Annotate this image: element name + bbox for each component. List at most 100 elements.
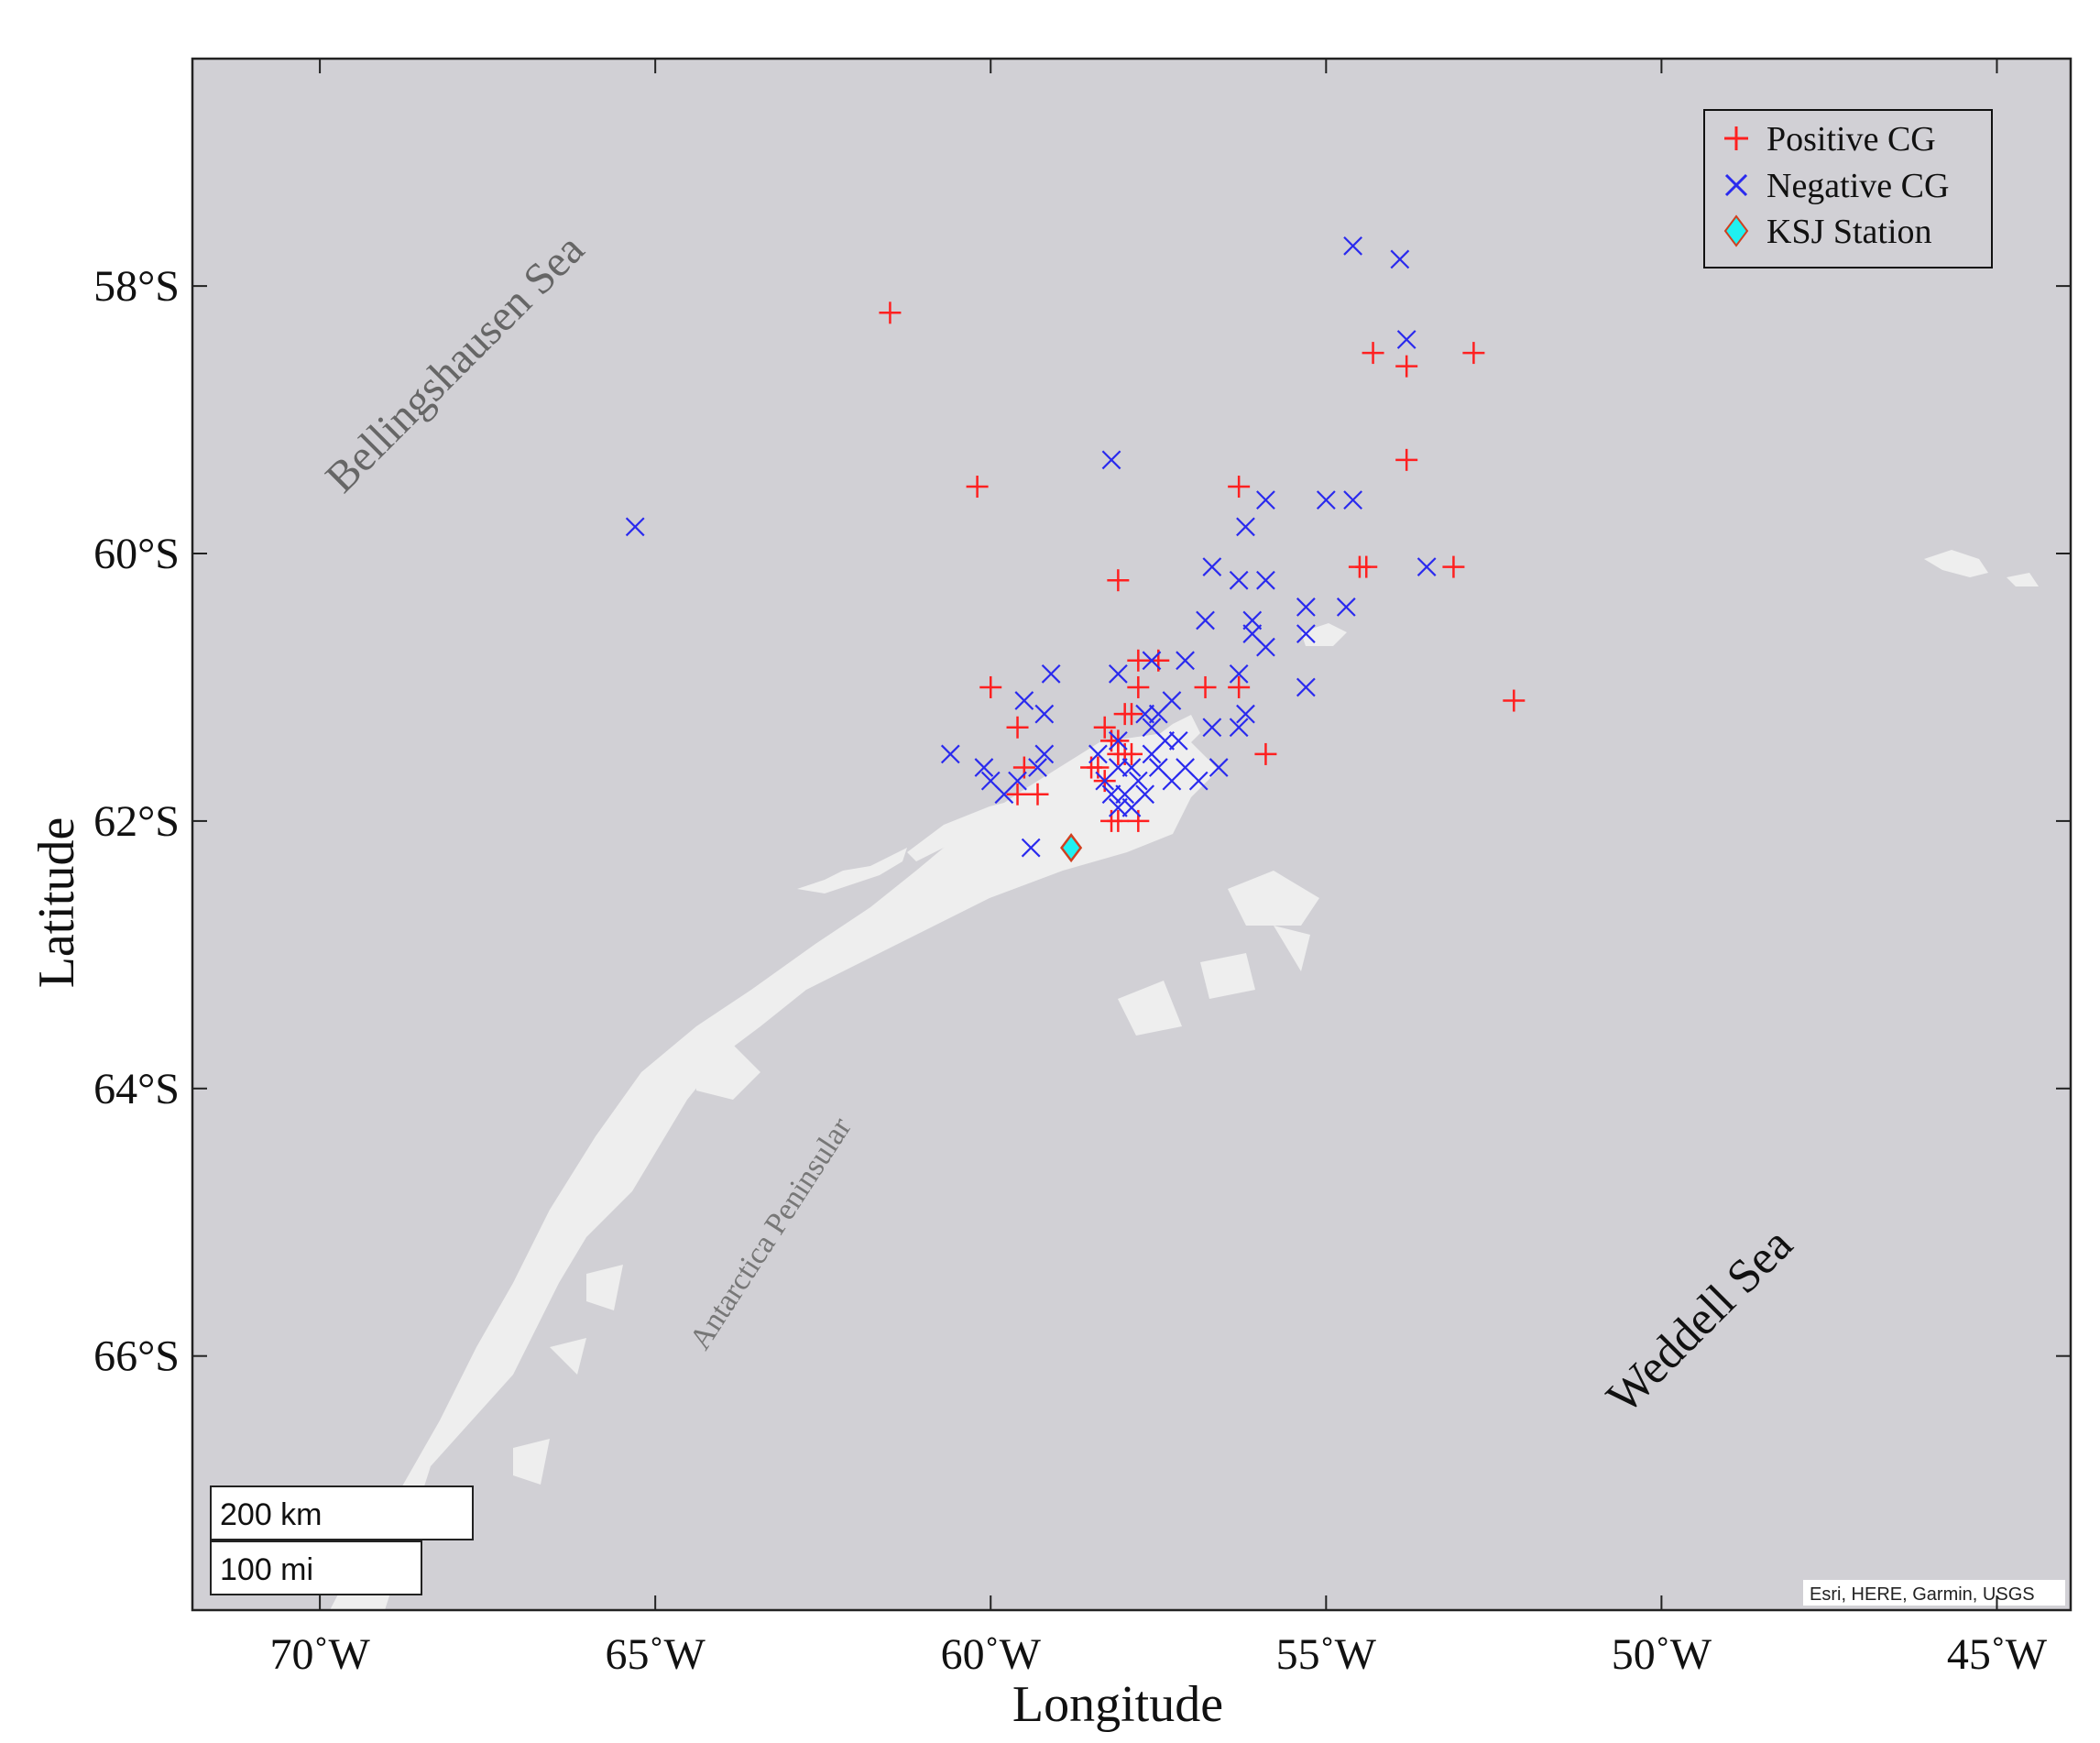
axes: 70˚W 65˚W 60˚W 55˚W 50˚W 45˚W 58°S 60°S 62°S 64°S…	[93, 59, 2071, 1679]
positive-cg-marker	[1355, 555, 1378, 578]
negative-cg-marker	[1121, 758, 1142, 777]
positive-cg-marker	[1127, 675, 1150, 698]
positive-cg-marker	[1503, 689, 1526, 712]
negative-cg-marker	[1229, 718, 1249, 738]
negative-cg-marker	[1229, 663, 1249, 684]
negative-cg-marker	[1202, 718, 1222, 738]
negative-cg-marker	[1008, 771, 1027, 791]
south-shetland-islands	[907, 747, 1118, 861]
scale-bar: 200 km 100 mi	[210, 1485, 474, 1595]
negative-cg-marker	[1108, 663, 1128, 684]
negative-cg-marker	[1088, 744, 1108, 764]
negative-cg-marker	[1229, 570, 1249, 590]
y-tick-label: 62°S	[93, 797, 180, 846]
x-axis-title: Longitude	[1012, 1676, 1223, 1733]
positive-cg-marker	[1107, 809, 1130, 832]
negative-cg-marker	[625, 517, 645, 537]
negative-cg-marker	[1041, 663, 1061, 684]
map-plot-area[interactable]: Bellingshausen Sea Weddell Sea Antarctic…	[191, 57, 2073, 1612]
positive-cg-marker	[1395, 355, 1418, 378]
legend-station-label: KSJ Station	[1766, 213, 1932, 251]
negative-cg-marker	[1256, 570, 1275, 590]
negative-cg-marker	[940, 744, 960, 764]
negative-cg-marker	[1343, 236, 1362, 256]
negative-cg-marker	[1242, 610, 1263, 630]
negative-cg-marker	[1336, 597, 1356, 617]
negative-cg-marker	[1236, 704, 1255, 724]
positive-cg-marker	[1362, 342, 1384, 365]
negative-cg-marker	[1316, 490, 1336, 510]
negative-cg-marker	[1162, 691, 1182, 710]
negative-cg-marker	[1256, 490, 1275, 510]
attribution-text: Esri, HERE, Garmin, USGS	[1810, 1584, 2035, 1605]
legend-negative-label: Negative CG	[1766, 167, 1949, 205]
shetland-fragment-west	[797, 848, 907, 893]
negative-cg-marker	[1014, 691, 1034, 710]
negative-cg-marker	[1142, 651, 1162, 671]
negative-cg-marker	[1296, 597, 1316, 617]
x-tick-label: 50˚W	[1612, 1630, 1712, 1679]
positive-cg-marker	[1228, 476, 1251, 499]
positive-cg-marker	[1121, 703, 1143, 726]
positive-cg-marker	[1127, 649, 1150, 672]
negative-cg-marker	[1343, 490, 1362, 510]
negative-cg-marker	[1176, 651, 1195, 671]
positive-cg-marker	[1026, 783, 1049, 806]
negative-cg-marker	[1196, 610, 1215, 630]
legend: Positive CG Negative CG KSJ Station	[1703, 109, 1993, 269]
y-tick-label: 66°S	[93, 1332, 180, 1381]
positive-cg-marker	[1006, 783, 1029, 806]
negative-cg-marker	[1034, 704, 1055, 724]
negative-cg-marker	[1108, 730, 1128, 751]
negative-cg-marker	[1108, 797, 1128, 817]
negative-cg-marker	[1135, 704, 1155, 724]
ksj-station-marker	[1060, 833, 1083, 863]
positive-cg-marker	[1462, 342, 1485, 365]
legend-station-marker	[1723, 214, 1749, 247]
negative-cg-marker	[1101, 450, 1121, 470]
positive-cg-marker	[879, 301, 902, 324]
y-axis-title: Latitude	[28, 817, 85, 989]
negative-cg-marker	[1135, 784, 1155, 805]
south-orkney-islands	[1924, 550, 2039, 586]
negative-cg-marker	[1296, 624, 1316, 643]
y-tick-label: 64°S	[93, 1065, 180, 1113]
peninsula-islands-east	[1118, 871, 1319, 1036]
positive-cg-marker	[1194, 675, 1217, 698]
positive-cg-marker	[1107, 569, 1130, 592]
negative-cg-marker	[1021, 838, 1041, 858]
negative-cg-marker	[1209, 758, 1229, 777]
x-tick-label: 65˚W	[606, 1630, 706, 1679]
negative-cg-marker	[1108, 758, 1128, 777]
negative-cg-marker	[1034, 744, 1055, 764]
positive-cg-marker	[966, 476, 989, 499]
x-tick-label: 70˚W	[269, 1630, 370, 1679]
negative-cg-marker	[1162, 771, 1182, 791]
legend-negative-marker	[1724, 173, 1748, 197]
legend-positive-marker	[1724, 126, 1748, 150]
plot-frame	[191, 57, 2073, 1612]
negative-cg-marker	[1296, 677, 1316, 697]
positive-cg-marker	[1006, 716, 1029, 739]
positive-cg-marker	[979, 675, 1002, 698]
positive-cg-marker	[1228, 675, 1251, 698]
y-tick-label: 60°S	[93, 530, 180, 578]
negative-cg-marker	[1142, 744, 1162, 764]
positive-cg-marker	[1254, 742, 1277, 765]
positive-cg-marker	[1442, 555, 1465, 578]
scale-bar-mi-label: 100 mi	[220, 1552, 313, 1587]
negative-cg-marker	[1028, 758, 1047, 777]
negative-cg-marker	[974, 758, 994, 777]
negative-cg-marker	[1101, 784, 1121, 805]
x-tick-label: 45˚W	[1947, 1630, 2048, 1679]
negative-cg-marker	[1188, 771, 1209, 791]
legend-positive-label: Positive CG	[1766, 120, 1936, 159]
y-tick-label: 58°S	[93, 262, 180, 311]
negative-cg-marker	[1416, 557, 1437, 576]
negative-cg-marker	[1256, 637, 1275, 657]
positive-cg-marker	[1395, 448, 1418, 471]
x-tick-label: 60˚W	[941, 1630, 1042, 1679]
negative-cg-marker	[1390, 249, 1410, 269]
peninsula-islands-west	[513, 1045, 760, 1485]
